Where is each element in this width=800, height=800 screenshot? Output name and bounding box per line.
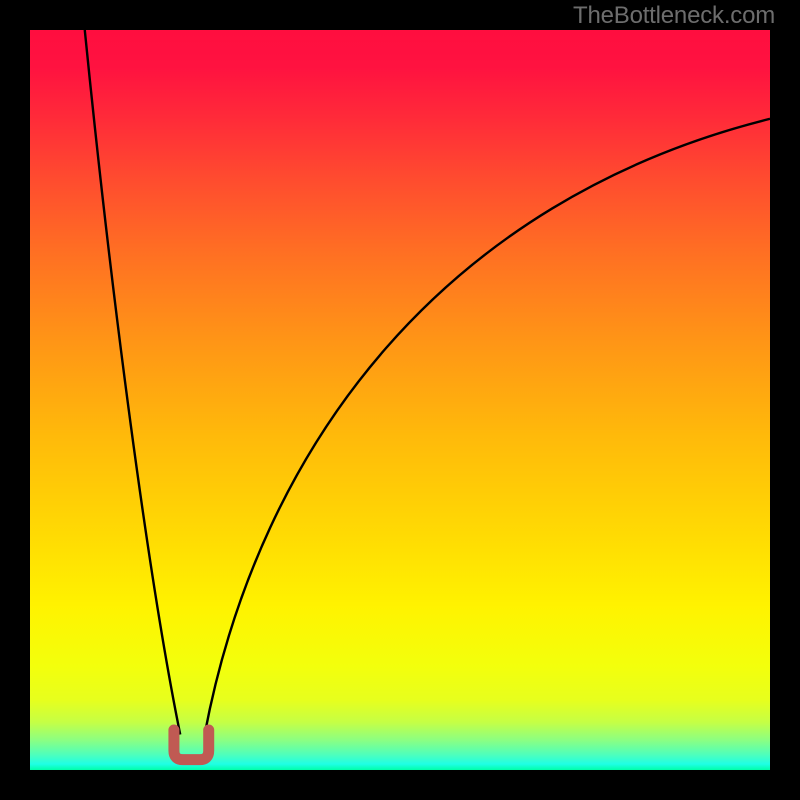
watermark-text: TheBottleneck.com [573,2,775,30]
plot-background [30,30,770,770]
chart-frame [0,0,800,800]
bottleneck-chart [0,0,800,800]
